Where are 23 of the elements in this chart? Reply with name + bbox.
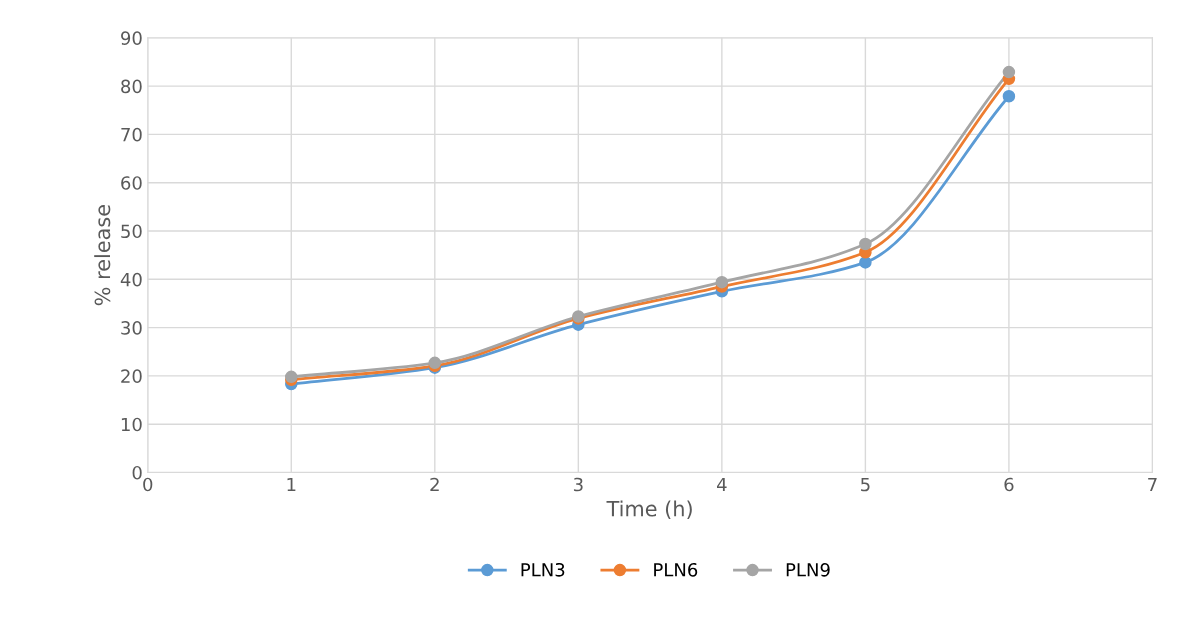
x-tick-label: 7 bbox=[1148, 477, 1157, 492]
y-axis-title: % release bbox=[94, 205, 111, 306]
x-tick-label: 5 bbox=[861, 477, 870, 492]
y-tick-label: 90 bbox=[121, 31, 142, 45]
legend-label: PLN9 bbox=[786, 562, 830, 577]
y-tick-label: 10 bbox=[121, 417, 142, 432]
legend-label: PLN3 bbox=[521, 562, 565, 577]
y-tick-label: 40 bbox=[120, 272, 142, 287]
y-tick-label: 70 bbox=[121, 127, 142, 142]
y-tick-label: 20 bbox=[121, 369, 142, 384]
x-tick-label: 2 bbox=[430, 477, 439, 492]
x-tick-label: 0 bbox=[143, 477, 153, 492]
x-tick-label: 3 bbox=[573, 477, 583, 492]
x-tick-label: 4 bbox=[717, 477, 727, 492]
y-tick-label: 0 bbox=[132, 465, 142, 480]
y-tick-label: 60 bbox=[121, 176, 142, 190]
legend-label: PLN6 bbox=[654, 562, 698, 577]
y-tick-label: 80 bbox=[121, 79, 142, 94]
x-tick-label: 1 bbox=[287, 477, 296, 492]
y-tick-label: 50 bbox=[121, 224, 142, 239]
x-tick-label: 6 bbox=[1004, 477, 1014, 492]
y-tick-label: 30 bbox=[121, 321, 142, 335]
x-axis-title: Time (h) bbox=[606, 500, 692, 519]
